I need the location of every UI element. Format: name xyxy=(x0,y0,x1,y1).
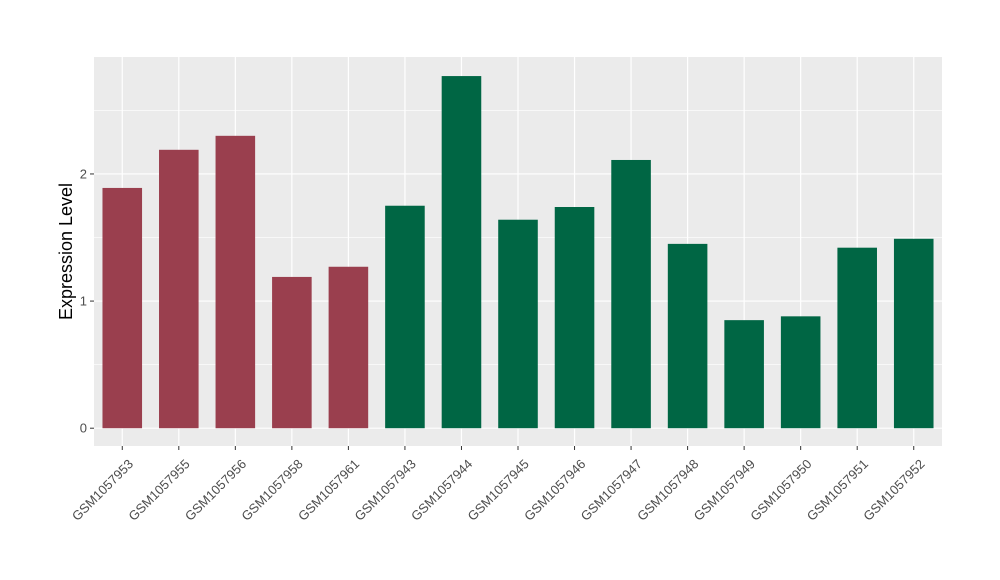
bar-GSM1057949 xyxy=(724,320,764,429)
bar-GSM1057950 xyxy=(780,316,821,429)
bar-GSM1057961 xyxy=(328,266,369,429)
bar-GSM1057956 xyxy=(215,135,256,429)
bar-GSM1057958 xyxy=(272,276,312,429)
bar-GSM1057948 xyxy=(667,243,708,429)
y-tick-label: 1 xyxy=(80,294,87,309)
bar-GSM1057947 xyxy=(611,159,651,429)
y-tick-label: 0 xyxy=(80,421,87,436)
y-axis: 0 1 2 xyxy=(80,166,94,436)
bar-GSM1057955 xyxy=(159,149,199,429)
y-tick-label: 2 xyxy=(80,166,87,181)
bar-GSM1057943 xyxy=(385,205,425,429)
bar-GSM1057944 xyxy=(441,76,482,429)
bar-GSM1057953 xyxy=(102,187,143,429)
bar-GSM1057945 xyxy=(498,219,538,429)
bars-group xyxy=(102,76,934,429)
y-axis-title: Expression Level xyxy=(56,183,76,320)
bar-GSM1057952 xyxy=(893,238,934,429)
bar-GSM1057951 xyxy=(837,247,877,429)
bar-GSM1057946 xyxy=(554,207,595,429)
